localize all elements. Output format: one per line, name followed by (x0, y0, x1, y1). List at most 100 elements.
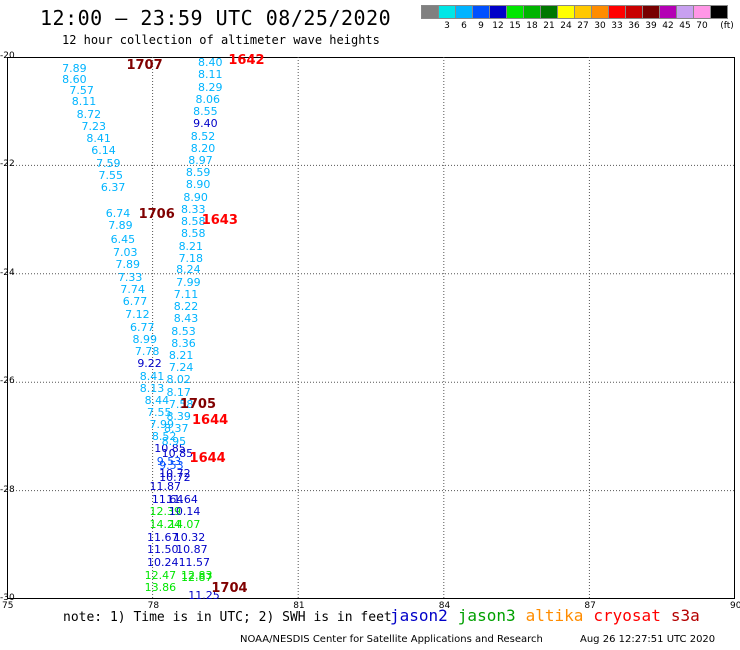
wave-height-label: 7.89 (62, 61, 87, 75)
wave-height-label: 9.22 (137, 357, 162, 371)
track-time-label: 1644 (191, 413, 229, 429)
legend-label: 70 (696, 21, 708, 31)
wave-height-label: 8.60 (62, 72, 87, 86)
legend-swatch (472, 5, 490, 19)
legend-label: 30 (594, 21, 606, 31)
legend-label: 36 (628, 21, 640, 31)
wave-height-label: 8.52 (190, 129, 216, 143)
wave-height-label: 8.20 (190, 142, 216, 156)
legend-swatch (608, 5, 626, 19)
legend-swatch (659, 5, 677, 19)
wave-height-label: 8.22 (173, 300, 199, 314)
wave-height-label: 9.40 (193, 117, 218, 131)
wave-height-label: 8.95 (161, 434, 187, 448)
legend-swatch (455, 5, 473, 19)
altimeter-map-plot (7, 57, 735, 599)
wave-height-label: 6.74 (105, 207, 131, 221)
generation-timestamp: Aug 26 12:27:51 UTC 2020 (580, 634, 716, 645)
legend-label: 42 (662, 21, 674, 31)
x-tick-label: 78 (147, 601, 160, 611)
legend-label: 18 (526, 21, 538, 31)
wave-height-label: 8.58 (181, 214, 206, 228)
legend-label: 12 (492, 21, 504, 31)
wave-height-label: 8.21 (178, 239, 204, 253)
x-tick-label: 87 (584, 601, 596, 611)
wave-height-label: 6.45 (110, 232, 136, 246)
wave-height-label: 8.90 (185, 178, 211, 192)
y-tick-label: -30 (0, 593, 15, 603)
legend-label: 39 (645, 21, 657, 31)
wave-height-label: 12.47 (144, 568, 177, 582)
wave-height-label: 14.24 (149, 518, 181, 532)
y-tick-label: -24 (0, 267, 15, 278)
wave-height-label: 7.24 (168, 361, 194, 375)
legend-label: 15 (509, 21, 521, 31)
wave-height-label: 11.87 (149, 480, 181, 494)
legend-swatch (693, 5, 711, 19)
wave-height-label: 10.32 (173, 530, 206, 544)
wave-height-label: 6.77 (130, 320, 155, 334)
wave-height-label: 8.72 (76, 107, 102, 121)
wave-height-label: 14.07 (168, 518, 201, 532)
wave-height-label: 7.78 (134, 344, 160, 358)
wave-height-label: 7.99 (149, 418, 174, 432)
wave-height-label: 7.89 (115, 258, 140, 272)
wave-height-label: 8.24 (176, 263, 201, 277)
wave-height-label: 13.86 (144, 581, 177, 595)
wave-height-label: 7.55 (98, 169, 123, 183)
wave-height-label: 11.57 (178, 556, 211, 570)
wave-height-label: 8.02 (166, 373, 191, 387)
wave-height-label: 8.13 (139, 381, 165, 395)
legend-swatch (421, 5, 439, 19)
wave-height-label: 7.18 (178, 251, 204, 265)
satellite-legend: jason2 jason3 altika cryosat s3a (390, 606, 710, 625)
map-subtitle: 12 hour collection of altimeter wave hei… (62, 33, 380, 47)
y-tick-label: -20 (0, 51, 15, 61)
wave-height-label: 7.55 (147, 406, 172, 419)
wave-height-label: 6.14 (91, 144, 116, 158)
wave-height-label: 11.64 (151, 492, 184, 506)
wave-height-label: 8.21 (168, 349, 194, 363)
wave-height-label: 8.55 (193, 105, 218, 119)
legend-label: 27 (577, 21, 589, 31)
wave-height-label: 9.53 (156, 454, 182, 468)
wave-height-label: 8.58 (181, 227, 206, 241)
y-tick-label: -22 (0, 159, 15, 170)
legend-label: 24 (560, 21, 572, 31)
track-time-label: 1642 (228, 52, 265, 68)
wave-height-label: 7.99 (176, 275, 201, 289)
wave-height-label: 7.33 (117, 270, 143, 284)
legend-swatch (557, 5, 575, 19)
x-tick-label: 90 (730, 601, 740, 611)
track-time-label: 1705 (179, 396, 217, 412)
footnote: note: 1) Time is in UTC; 2) SWH is in fe… (63, 610, 392, 625)
wave-height-label: 7.57 (69, 83, 94, 97)
wave-height-label: 8.36 (171, 337, 196, 351)
track-time-label: 1643 (201, 212, 238, 228)
wave-height-label: 8.97 (188, 153, 213, 167)
wave-height-label: 11.25 (188, 588, 220, 602)
wave-height-label: 8.33 (181, 202, 206, 216)
wave-height-label: 11.64 (166, 492, 198, 506)
legend-label: 9 (478, 21, 484, 31)
satellite-legend-item: cryosat (593, 606, 661, 625)
satellite-legend-item: s3a (670, 606, 700, 625)
wave-height-label: 7.58 (168, 397, 194, 411)
wave-height-label: 7.89 (108, 219, 133, 233)
wave-height-label: 6.37 (100, 181, 126, 195)
map-title: 12:00 – 23:59 UTC 08/25/2020 (40, 6, 392, 30)
wave-height-label: 7.03 (113, 246, 138, 260)
wave-height-label: 8.52 (151, 430, 177, 444)
legend-swatch (625, 5, 643, 19)
wave-height-label: 10.85 (161, 446, 194, 460)
y-tick-label: -28 (0, 484, 15, 495)
x-tick-label: 75 (2, 601, 14, 611)
wave-height-label: 7.59 (96, 156, 121, 170)
wave-height-label: 8.41 (139, 369, 165, 383)
track-time-label: 1644 (189, 451, 226, 467)
legend-label: 21 (543, 21, 555, 31)
wave-height-label: 8.90 (183, 190, 208, 204)
legend-swatch (506, 5, 524, 19)
track-time-label: 1706 (138, 207, 175, 223)
wave-height-label: 11.67 (147, 530, 179, 544)
